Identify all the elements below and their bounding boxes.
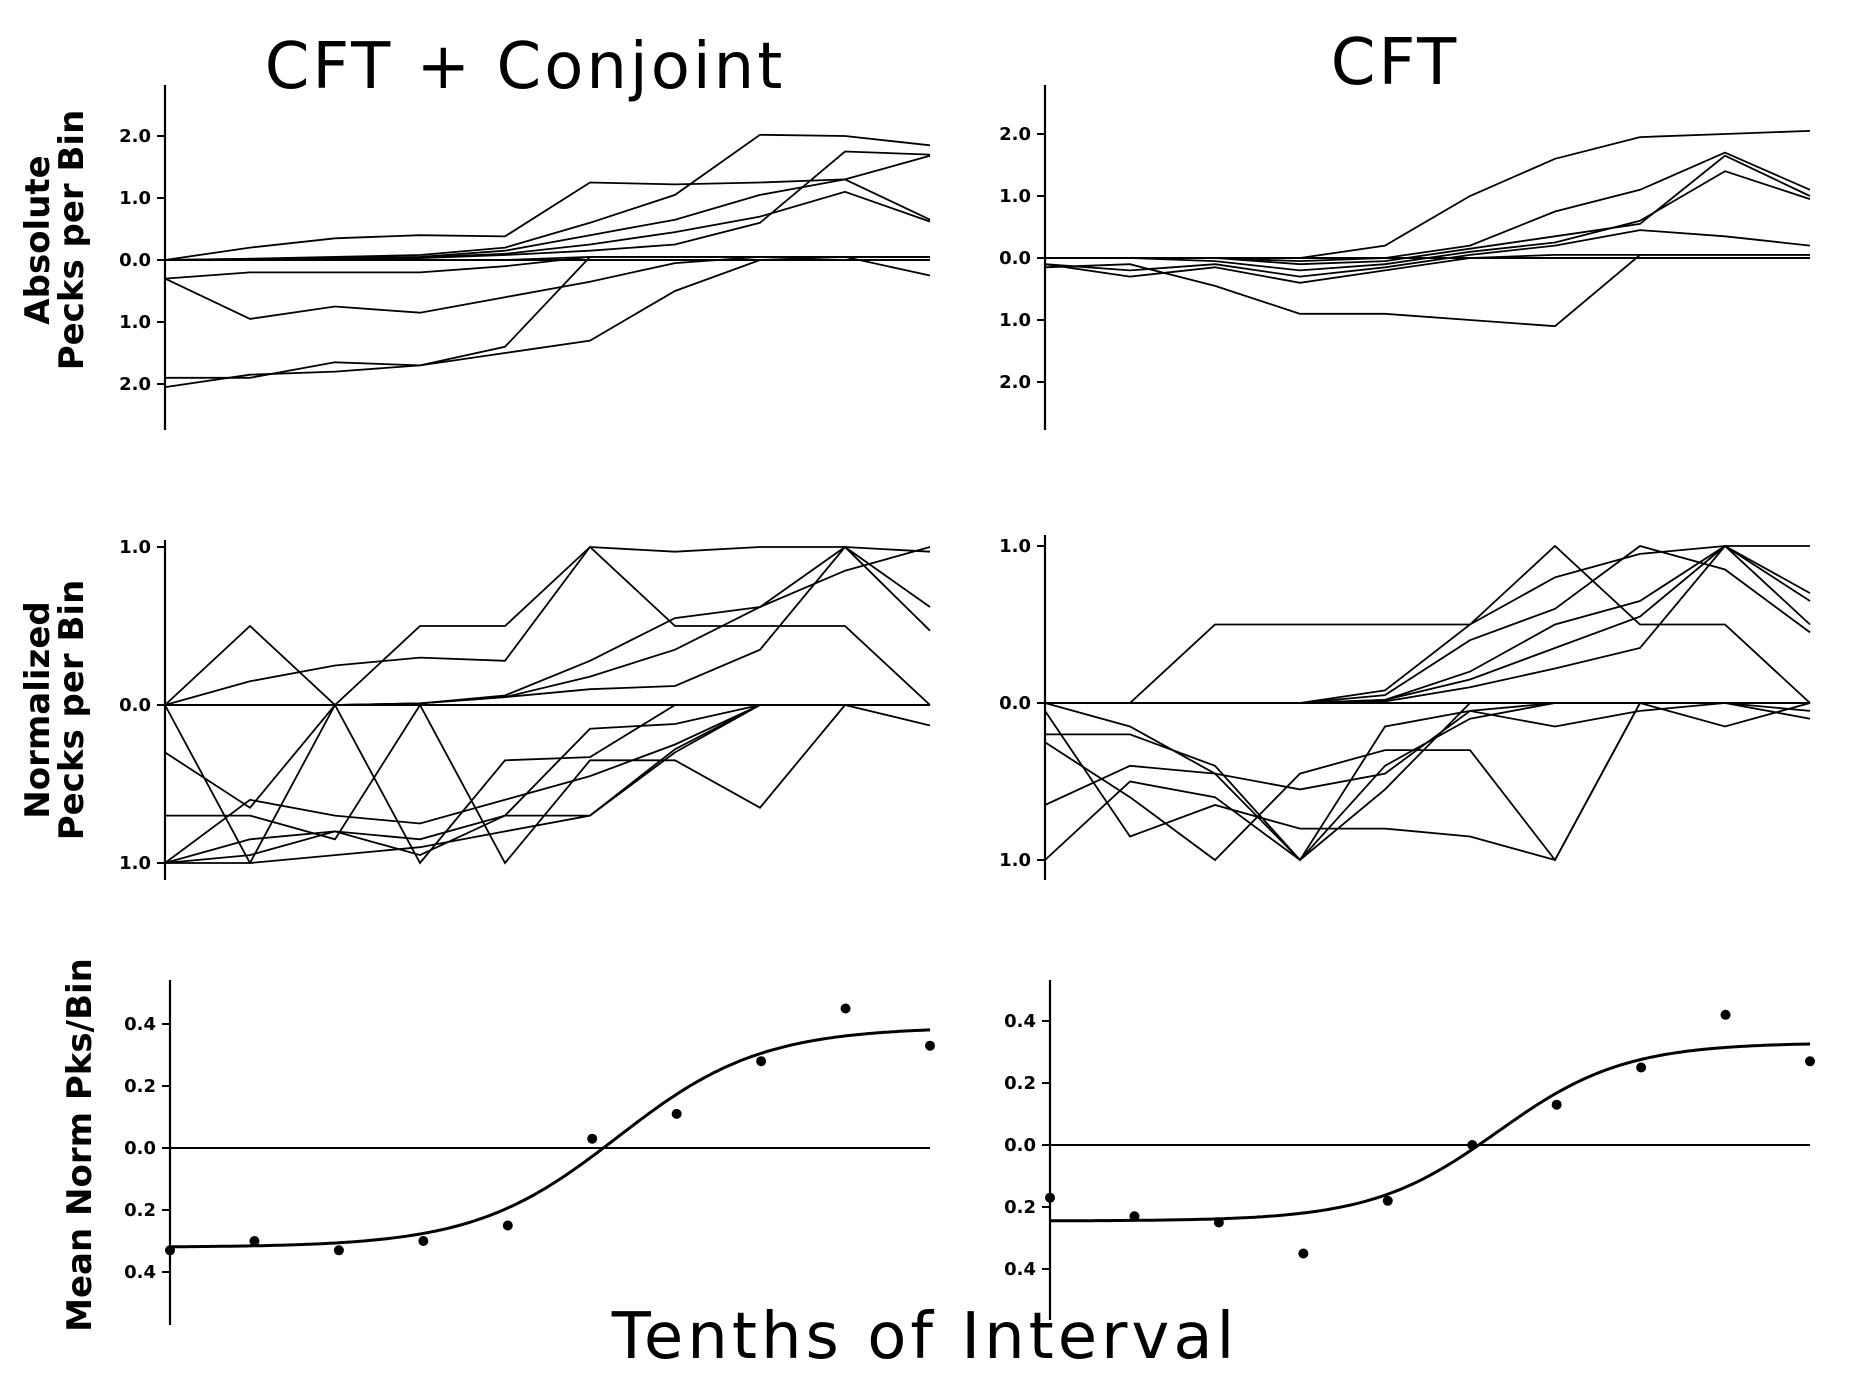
series-line-2: [164, 545, 931, 706]
series-line-1: [164, 154, 931, 261]
y-tick-label: 0.0: [999, 693, 1031, 714]
data-point: [1467, 1140, 1478, 1150]
y-tick-label: 0.4: [124, 1262, 156, 1283]
data-point: [1551, 1099, 1562, 1110]
y-tick-label: 0.0: [1004, 1135, 1036, 1156]
column-title-cft: CFT: [1330, 26, 1460, 100]
data-point: [1636, 1062, 1647, 1073]
y-tick-label: 1.0: [999, 310, 1031, 331]
y-tick-label: 0.0: [999, 248, 1031, 269]
y-tick-label: 0.2: [1004, 1197, 1036, 1218]
fit-curve: [1050, 1042, 1811, 1223]
data-point: [333, 1245, 344, 1256]
y-tick-label: 0.2: [124, 1076, 156, 1097]
data-point: [925, 1040, 935, 1051]
series-line-1: [164, 546, 931, 707]
series-line-6: [1045, 544, 1811, 704]
y-tick-label: 0.2: [1004, 1073, 1036, 1094]
series-line-7: [165, 703, 931, 865]
y-tick-label: 0.0: [119, 695, 151, 716]
fit-curve: [169, 1028, 931, 1249]
data-point: [1213, 1217, 1224, 1228]
y-tick-label: 0.4: [1004, 1011, 1036, 1032]
data-point: [840, 1003, 851, 1014]
data-point: [1129, 1211, 1140, 1222]
x-axis-title: Tenths of Interval: [611, 1300, 1239, 1374]
series-line-1: [1045, 544, 1811, 704]
y-tick-label: 1.0: [999, 850, 1031, 871]
series-line-10: [164, 255, 930, 388]
data-point: [165, 1245, 175, 1256]
series-line-5: [1044, 229, 1811, 278]
data-point: [756, 1056, 767, 1067]
y-tick-label: 1.0: [119, 188, 151, 209]
data-point: [1045, 1192, 1055, 1203]
y-tick-label: 1.0: [999, 186, 1031, 207]
column-title-cft-conjoint: CFT + Conjoint: [264, 30, 786, 104]
data-point: [587, 1133, 598, 1144]
data-point: [249, 1236, 260, 1246]
data-point: [1298, 1248, 1309, 1259]
data-point: [502, 1220, 513, 1231]
y-tick-label: 1.0: [999, 536, 1031, 557]
y-tick-label: 2.0: [999, 372, 1031, 393]
y-tick-label: 2.0: [119, 374, 151, 395]
data-point: [1805, 1056, 1815, 1067]
series-line-12: [164, 704, 930, 864]
y-tick-label: 1.0: [119, 312, 151, 333]
y-tick-label: 1.0: [119, 537, 151, 558]
y-tick-label: 1.0: [119, 853, 151, 874]
y-tick-label: 2.0: [999, 124, 1031, 145]
y-tick-label: 0.4: [124, 1014, 156, 1035]
data-point: [1720, 1009, 1731, 1020]
y-tick-label: 0.2: [124, 1200, 156, 1221]
series-line-12: [1044, 702, 1811, 862]
data-point: [418, 1236, 429, 1246]
y-tick-label: 0.4: [1004, 1259, 1036, 1280]
series-line-5: [165, 545, 931, 706]
data-point: [671, 1108, 682, 1119]
y-tick-label: 0.0: [124, 1138, 156, 1159]
series-line-9: [165, 255, 930, 379]
series-line-11: [1044, 701, 1811, 862]
y-tick-label: 2.0: [119, 126, 151, 147]
series-line-7: [1044, 253, 1810, 328]
y-tick-label: 0.0: [119, 250, 151, 271]
data-point: [1382, 1195, 1393, 1206]
